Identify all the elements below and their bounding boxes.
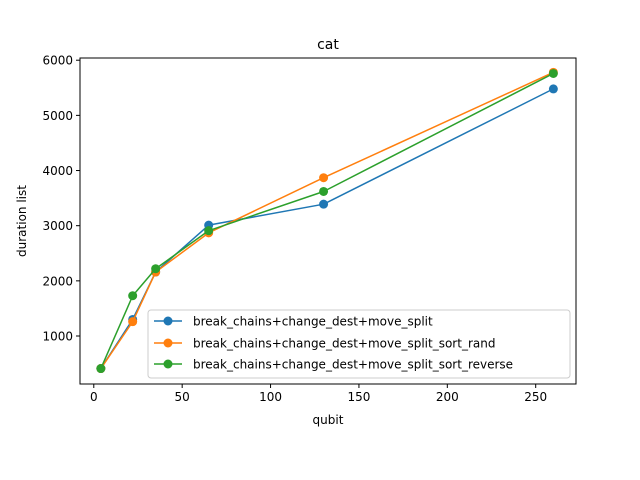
- x-tick-label: 150: [347, 390, 370, 404]
- legend: break_chains+change_dest+move_split brea…: [147, 309, 571, 379]
- chart-title: cat: [317, 37, 339, 53]
- data-point-series-3: [96, 364, 106, 374]
- x-axis-label: qubit: [313, 413, 344, 427]
- x-tick-label: 0: [90, 390, 98, 404]
- data-point-series-3: [151, 264, 161, 274]
- x-axis-ticks: 0 50 100 150 200 250: [90, 384, 547, 404]
- legend-marker-series-1: [163, 316, 173, 326]
- y-tick-label: 1000: [42, 330, 73, 344]
- y-axis-label: duration list: [15, 185, 29, 257]
- x-tick-label: 200: [436, 390, 459, 404]
- x-tick-label: 100: [259, 390, 282, 404]
- y-tick-label: 2000: [42, 274, 73, 288]
- data-point-series-1: [548, 84, 558, 94]
- legend-marker-series-2: [163, 338, 173, 348]
- data-point-series-1: [319, 199, 329, 209]
- data-point-series-2: [319, 173, 329, 183]
- series-line-2: [100, 71, 554, 369]
- legend-label-series-2: break_chains+change_dest+move_split_sort…: [193, 337, 495, 351]
- data-point-series-3: [548, 68, 558, 78]
- legend-box: [147, 309, 571, 379]
- x-tick-label: 50: [175, 390, 190, 404]
- y-tick-label: 5000: [42, 109, 73, 123]
- data-point-series-3: [204, 226, 214, 236]
- data-point-series-3: [319, 186, 329, 196]
- series-layer: [96, 67, 558, 374]
- data-point-series-2: [128, 317, 138, 327]
- y-tick-label: 6000: [42, 54, 73, 68]
- legend-label-series-1: break_chains+change_dest+move_split: [193, 315, 433, 329]
- legend-marker-series-3: [163, 359, 173, 369]
- x-tick-label: 250: [524, 390, 547, 404]
- series-line-1: [100, 88, 554, 369]
- axes-frame: [79, 57, 577, 385]
- series-line-3: [100, 72, 554, 369]
- legend-label-series-3: break_chains+change_dest+move_split_sort…: [193, 358, 513, 372]
- y-axis-ticks: 1000 2000 3000 4000 5000 6000: [42, 54, 80, 344]
- y-tick-label: 4000: [42, 164, 73, 178]
- data-point-series-3: [128, 291, 138, 301]
- y-tick-label: 3000: [42, 219, 73, 233]
